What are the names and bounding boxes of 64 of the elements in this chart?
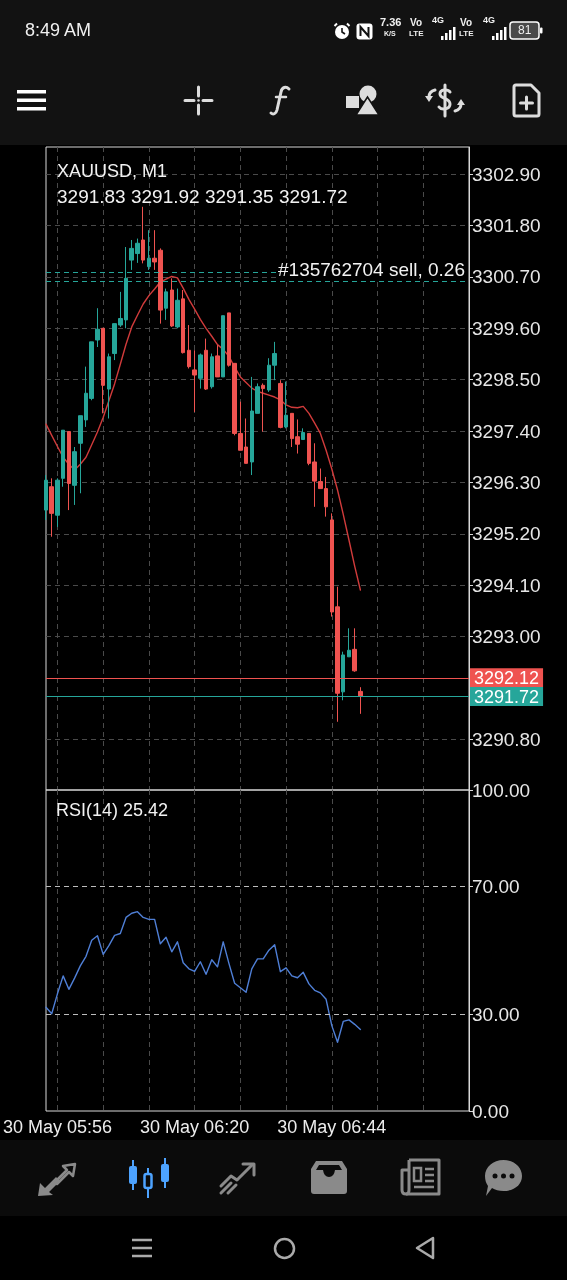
candlestick: [192, 349, 197, 413]
text: RSI(14) 25.42: [56, 800, 169, 820]
text: 8:49 AM: [25, 20, 92, 40]
y-tick-label: 3297.40: [472, 420, 541, 442]
candlestick: [210, 353, 214, 390]
line-series: [45, 910, 362, 1044]
candlestick: [95, 307, 100, 348]
y-tick-label: 0.00: [472, 1100, 509, 1122]
line-series: [45, 275, 362, 591]
y-tick-label: 100.00: [472, 779, 531, 801]
x-tick-label: 30 May 06:20: [140, 1117, 250, 1137]
y-tick-label: 3302.90: [472, 163, 541, 185]
candlestick: [204, 338, 208, 391]
candlestick: [164, 288, 168, 321]
y-tick-label: 3299.60: [472, 317, 541, 339]
candlestick: [175, 288, 180, 329]
y-tick-label: 3300.70: [472, 266, 541, 288]
y-tick-label: 3293.00: [472, 626, 541, 648]
candlestick: [147, 229, 151, 271]
text: 4G: [432, 15, 445, 25]
candlestick: [221, 315, 225, 378]
y-tick-label: 30.00: [472, 1004, 520, 1026]
y-tick-label: 3294.10: [472, 574, 541, 596]
y-tick-label: 3290.80: [472, 729, 541, 751]
candlestick: [198, 353, 203, 390]
y-tick-label: 3301.80: [472, 215, 541, 237]
y-tick-label: 3295.20: [472, 523, 541, 545]
candlestick: [187, 324, 191, 369]
candlestick: [278, 379, 283, 429]
candlestick: [72, 446, 77, 506]
text: 4G: [483, 15, 496, 25]
y-tick-label: 3296.30: [472, 472, 541, 494]
candlestick: [170, 277, 174, 328]
text: 81: [518, 23, 532, 37]
candlestick: [181, 289, 185, 355]
text: XAUUSD, M1: [57, 161, 168, 181]
candlestick: [347, 627, 351, 658]
candlestick: [107, 353, 111, 419]
candlestick: [215, 344, 220, 378]
candlestick: [55, 477, 60, 528]
y-tick-label: 3298.50: [472, 369, 541, 391]
x-tick-label: 30 May 05:56: [2, 1117, 112, 1137]
x-tick-label: 30 May 06:44: [277, 1117, 387, 1137]
candlestick: [44, 474, 48, 521]
text: Vo: [410, 17, 423, 28]
candlestick: [352, 627, 357, 673]
text: 7.36: [380, 16, 402, 28]
candlestick: [261, 382, 265, 433]
candlestick: [284, 381, 288, 429]
text: LTE: [409, 29, 424, 38]
text: 3291.83 3291.92 3291.35 3291.72: [57, 186, 348, 207]
candlestick: [301, 427, 305, 441]
ref-line-label: #135762704 sell, 0.26: [278, 258, 465, 280]
candlestick: [61, 429, 65, 488]
ref-line-label: 3291.72: [474, 686, 540, 707]
candlestick: [358, 686, 363, 715]
ref-line-label: 3292.12: [474, 667, 540, 688]
candlestick: [101, 327, 105, 414]
candlestick: [67, 431, 71, 511]
y-tick-label: 70.00: [472, 875, 520, 897]
text: Vo: [460, 17, 473, 28]
candlestick: [141, 206, 145, 264]
candlestick: [49, 477, 54, 538]
text: LTE: [459, 29, 474, 38]
